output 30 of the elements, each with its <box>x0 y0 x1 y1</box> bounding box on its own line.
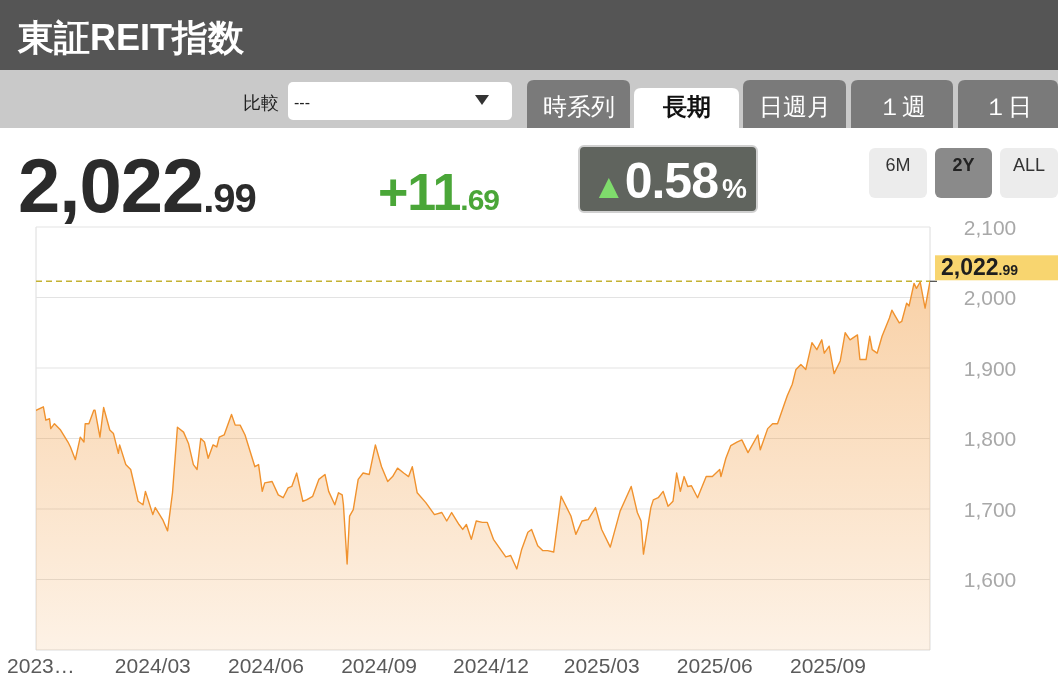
ytick-label: 1,600 <box>963 568 1017 591</box>
annotation: ▲0.58% <box>578 145 758 213</box>
annotation: ALL <box>1013 155 1045 175</box>
ytick-label: 2,000 <box>963 286 1017 309</box>
ref-line-label: 2,022.99 <box>935 254 1058 281</box>
xtick-label: 2024/12 <box>453 654 529 677</box>
annotation: １週 <box>878 93 926 120</box>
ytick-label: 1,900 <box>963 356 1017 380</box>
ytick-label: 1,700 <box>963 497 1017 521</box>
annotation: 2Y <box>952 155 975 175</box>
annotation: +11.69 <box>378 163 500 221</box>
xtick-label: 2023… <box>7 654 75 677</box>
annotation: 日週月 <box>758 93 831 120</box>
annotation: 時系列 <box>542 93 615 120</box>
xtick-label: 2025/09 <box>789 654 866 677</box>
annotation: 比較 <box>243 93 279 113</box>
ref-line-label: 2,022.99 <box>941 254 1019 281</box>
xtick-label: 2025/03 <box>563 654 640 677</box>
xtick-label: 2025/06 <box>676 654 753 677</box>
annotation: 長期 <box>662 93 711 120</box>
annotation: 2,022.99 <box>18 143 256 228</box>
annotation: --- <box>294 94 310 111</box>
title: 東証REIT指数 <box>18 17 244 58</box>
ytick-label: 2,100 <box>963 215 1017 239</box>
annotation: 6M <box>885 155 911 175</box>
xtick-label: 2024/06 <box>228 654 304 677</box>
xtick-label: 2024/09 <box>341 654 418 677</box>
xtick-label: 2024/03 <box>114 654 191 677</box>
annotation: １日 <box>984 93 1032 120</box>
ytick-label: 1,800 <box>963 427 1017 450</box>
